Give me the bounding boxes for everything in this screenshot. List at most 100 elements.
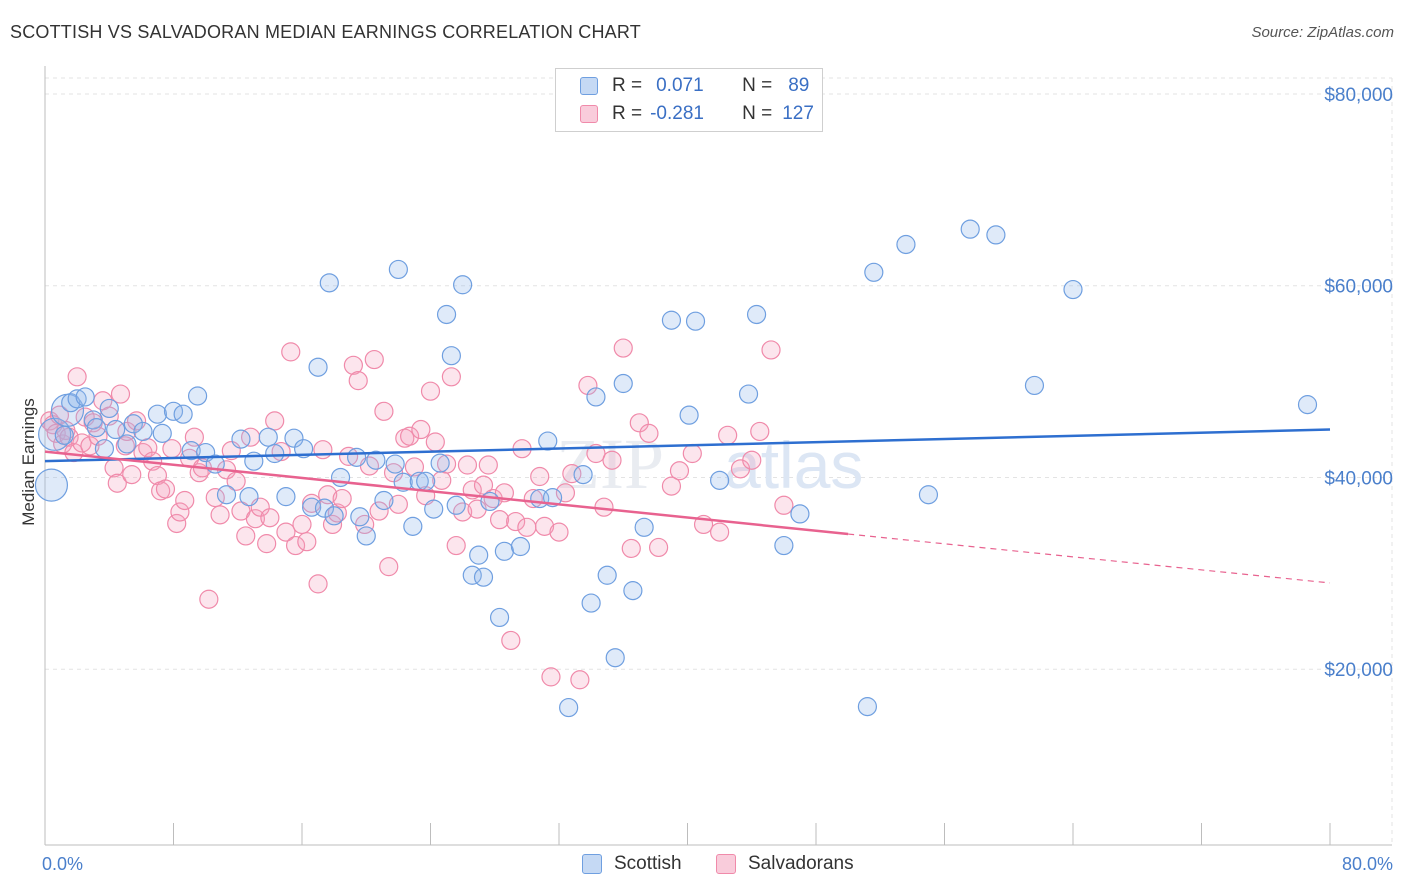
salvadoran-point	[364, 349, 384, 370]
salvadoran-point	[436, 454, 457, 474]
watermark-atlas: atlas	[724, 428, 863, 502]
bottom-legend-scottish-label: Scottish	[614, 853, 682, 874]
scottish-point	[738, 384, 759, 404]
legend-r-label: R =	[612, 75, 643, 96]
salvadoran-point	[80, 436, 100, 456]
salvadoran-point	[122, 464, 142, 485]
salvadoran-point	[432, 470, 452, 490]
salvadoran-point	[126, 411, 147, 431]
salvadoran-point	[570, 670, 590, 690]
salvadoran-point	[313, 440, 333, 460]
scottish-point	[857, 697, 878, 717]
salvadoran-point	[167, 513, 187, 534]
scottish-point	[1063, 279, 1083, 300]
scottish-point	[573, 464, 593, 485]
salvadoran-point	[327, 503, 347, 523]
scottish-point	[446, 495, 466, 515]
scottish-point	[117, 434, 137, 454]
chart-title: SCOTTISH VS SALVADORAN MEDIAN EARNINGS C…	[10, 22, 641, 42]
scottish-point	[424, 499, 444, 519]
scottish-point	[216, 485, 237, 505]
scottish-point	[430, 453, 450, 473]
scottish-point	[75, 387, 95, 407]
scottish-point	[388, 259, 408, 280]
scottish-point	[613, 373, 633, 394]
legend-r-label: R =	[612, 103, 643, 124]
salvadoran-point	[297, 532, 317, 552]
scottish-point	[147, 404, 168, 424]
scottish-point	[294, 439, 314, 459]
scottish-point	[123, 414, 143, 434]
salvadoran-point	[162, 439, 182, 459]
scottish-point	[453, 275, 473, 295]
scottish-point	[106, 419, 126, 440]
salvadoran-point	[388, 494, 408, 514]
scottish-point	[679, 405, 699, 425]
scottish-point	[403, 516, 423, 536]
scottish-point	[710, 470, 730, 490]
y-tick-label: $60,000	[1324, 277, 1393, 298]
salvadoran-point	[67, 367, 87, 387]
scottish-point	[597, 565, 617, 585]
bottom-legend-salvadoran-label: Salvadorans	[748, 853, 854, 874]
scottish-point	[469, 545, 489, 565]
source-label: Source: ZipAtlas.com	[1251, 24, 1394, 41]
scottish-point	[436, 304, 457, 325]
scottish-point	[790, 504, 810, 524]
salvadoran-point	[170, 502, 190, 522]
scottish-point	[133, 421, 153, 442]
salvadoran-point	[718, 425, 738, 445]
salvadoran-point	[489, 510, 510, 530]
salvadoran-point	[446, 535, 466, 556]
salvadoran-point	[281, 342, 301, 362]
scottish-point	[239, 487, 259, 507]
salvadoran-point	[369, 501, 389, 521]
x-tick-label-max: 80.0%	[1342, 854, 1393, 874]
salvadoran-point	[578, 375, 598, 396]
salvadoran-points	[40, 338, 794, 690]
salvadoran-point	[441, 367, 461, 387]
salvadoran-point	[621, 538, 641, 559]
salvadoran-point	[669, 461, 690, 481]
salvadoran-point	[517, 517, 537, 537]
legend-r-value: -0.281	[650, 103, 704, 124]
scottish-point	[960, 219, 980, 239]
scottish-point	[510, 536, 531, 557]
scottish-point	[385, 454, 405, 474]
salvadoran-point	[425, 432, 445, 452]
scottish-point	[54, 425, 74, 445]
legend-n-label: N =	[742, 75, 773, 96]
scottish-point	[1297, 395, 1318, 415]
y-tick-label: $20,000	[1324, 660, 1393, 681]
scottish-point	[538, 431, 558, 451]
scottish-point	[83, 410, 103, 430]
salvadoran-point	[308, 574, 328, 594]
salvadoran-point	[530, 466, 550, 487]
salvadoran-point	[210, 505, 230, 525]
scottish-point	[581, 593, 601, 613]
bottom-legend-scottish: Scottish	[582, 851, 682, 877]
salvadoran-point	[236, 526, 256, 546]
scottish-point	[265, 443, 285, 464]
salvadoran-point	[586, 443, 606, 464]
scottish-point	[774, 535, 794, 556]
salvadoran-point	[501, 630, 521, 651]
scottish-point	[661, 310, 682, 330]
scottish-point	[366, 450, 386, 470]
salvadoran-point	[285, 535, 306, 556]
salvadoran-point	[661, 476, 682, 496]
salvadoran-point	[199, 589, 219, 609]
scottish-point	[623, 581, 643, 601]
trend-lines	[44, 428, 1331, 584]
salvadoran-point	[639, 423, 659, 443]
watermark: ZIP atlas	[556, 424, 863, 504]
legend-r-value: 0.071	[656, 75, 704, 96]
scottish-point	[986, 225, 1006, 245]
salvadoran-point	[155, 479, 176, 499]
legend-row-scottish: R = 0.071 N = 89	[580, 73, 809, 99]
scottish-point	[181, 441, 201, 461]
salvadoran-point	[478, 455, 498, 475]
salvadoran-trend-extension	[848, 533, 1331, 584]
y-axis-label: Median Earnings	[19, 398, 38, 526]
